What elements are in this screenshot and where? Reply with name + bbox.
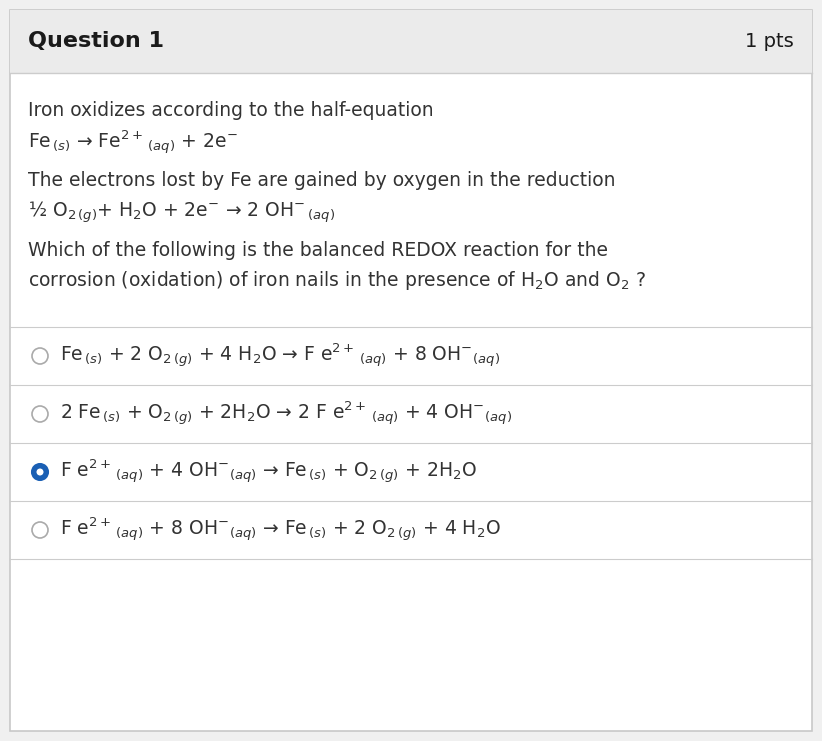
Text: corrosion (oxidation) of iron nails in the presence of H$_{2}$O and O$_{2}$ ?: corrosion (oxidation) of iron nails in t… [28,269,646,292]
Circle shape [36,468,44,476]
Text: F e$^{2+}$$_{\,(aq)}$ + 8 OH$^{-}$$_{(aq)}$ → Fe$_{\,(s)}$ + 2 O$_{2\,(g)}$ + 4 : F e$^{2+}$$_{\,(aq)}$ + 8 OH$^{-}$$_{(aq… [60,516,501,544]
Text: The electrons lost by Fe are gained by oxygen in the reduction: The electrons lost by Fe are gained by o… [28,171,616,190]
Text: F e$^{2+}$$_{\,(aq)}$ + 4 OH$^{-}$$_{(aq)}$ → Fe$_{\,(s)}$ + O$_{2\,(g)}$ + 2H$_: F e$^{2+}$$_{\,(aq)}$ + 4 OH$^{-}$$_{(aq… [60,458,477,486]
Bar [10,10,812,73]
Text: Iron oxidizes according to the half-equation: Iron oxidizes according to the half-equa… [28,101,434,120]
Text: 1 pts: 1 pts [746,32,794,51]
Circle shape [32,348,48,364]
Text: ½ O$_{2\,(g)}$+ H$_{2}$O + 2e$^{-}$ → 2 OH$^{-}$$_{\,(aq)}$: ½ O$_{2\,(g)}$+ H$_{2}$O + 2e$^{-}$ → 2 … [28,199,335,225]
Text: Fe$_{\,(s)}$ + 2 O$_{2\,(g)}$ + 4 H$_{2}$O → F e$^{2+}$$_{\,(aq)}$ + 8 OH$^{-}$$: Fe$_{\,(s)}$ + 2 O$_{2\,(g)}$ + 4 H$_{2}… [60,342,501,370]
Circle shape [32,406,48,422]
Text: Which of the following is the balanced REDOX reaction for the: Which of the following is the balanced R… [28,241,608,260]
Circle shape [32,522,48,538]
Text: Fe$_{\,(s)}$ → Fe$^{2+}$$_{\,(aq)}$ + 2e$^{-}$: Fe$_{\,(s)}$ → Fe$^{2+}$$_{\,(aq)}$ + 2e… [28,129,238,157]
Text: 2 Fe$_{\,(s)}$ + O$_{2\,(g)}$ + 2H$_{2}$O → 2 F e$^{2+}$$_{\,(aq)}$ + 4 OH$^{-}$: 2 Fe$_{\,(s)}$ + O$_{2\,(g)}$ + 2H$_{2}$… [60,400,512,428]
Circle shape [32,464,48,480]
Text: Question 1: Question 1 [28,32,164,52]
